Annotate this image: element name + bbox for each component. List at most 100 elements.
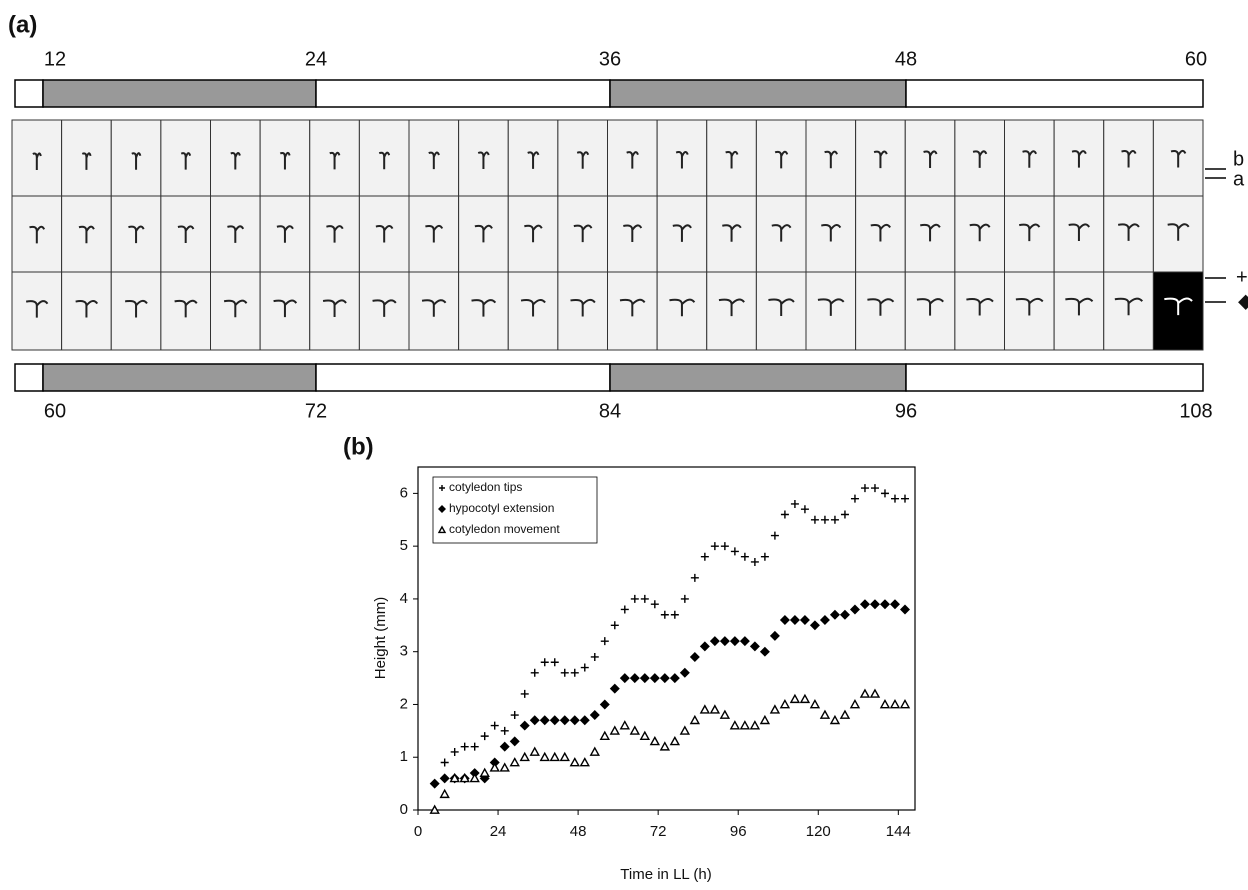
seedling: [725, 150, 739, 169]
legend: [432, 476, 598, 544]
photoperiod-bar: [905, 79, 1204, 108]
point: [730, 547, 739, 556]
seedling: [131, 152, 142, 170]
seedling: [774, 150, 789, 169]
point: [589, 746, 600, 756]
point: [819, 615, 830, 626]
point: [889, 599, 900, 610]
seedling: [623, 224, 643, 242]
point: [809, 699, 821, 709]
point: [670, 610, 679, 619]
seedling: [326, 225, 344, 243]
point: [559, 751, 570, 762]
seedling: [969, 223, 991, 242]
photoperiod-bar: [42, 363, 317, 392]
point: [750, 557, 759, 566]
point: [639, 673, 650, 684]
point: [710, 542, 719, 551]
point: [870, 484, 879, 493]
point: [779, 699, 791, 709]
seedling: [78, 225, 95, 244]
point: [900, 494, 909, 503]
photoperiod-bar: [14, 363, 44, 392]
photoperiod-bar: [609, 79, 907, 108]
point: [540, 658, 549, 667]
point: [880, 489, 889, 498]
point: [690, 573, 699, 582]
y-tick-label: 1: [400, 748, 408, 765]
seedling: [471, 299, 497, 317]
photoperiod-bar: [315, 79, 611, 108]
point: [569, 715, 580, 726]
seedling: [1167, 223, 1190, 241]
point: [440, 758, 449, 767]
point: [719, 709, 731, 719]
point: [549, 751, 560, 762]
point: [719, 636, 730, 647]
point: [539, 751, 550, 762]
point: [470, 742, 479, 751]
frame: [259, 195, 311, 273]
seedling: [527, 151, 540, 169]
seedling: [619, 298, 646, 317]
seedling: [675, 151, 689, 169]
seedling: [180, 152, 192, 170]
point: [739, 720, 751, 730]
point: [720, 542, 729, 551]
point: [769, 630, 780, 641]
point: [759, 646, 770, 657]
point: [459, 772, 470, 783]
seedling: [75, 300, 99, 318]
point: [560, 668, 569, 677]
point: [879, 699, 891, 709]
time-label: 48: [895, 48, 917, 70]
time-label: 108: [1179, 400, 1212, 422]
seedling: [722, 224, 742, 242]
point: [659, 673, 670, 684]
seedling: [916, 298, 944, 316]
point: [570, 668, 579, 677]
point: [510, 711, 519, 720]
point: [770, 531, 779, 540]
legend-symbol: [437, 525, 447, 534]
photoperiod-bar: [42, 79, 317, 108]
seedling: [1068, 223, 1091, 241]
point: [849, 604, 860, 615]
point: [860, 484, 869, 493]
point: [609, 683, 620, 694]
point: [579, 715, 590, 726]
point: [689, 714, 701, 725]
seedling: [1022, 150, 1038, 168]
point: [669, 735, 681, 746]
y-tick-label: 0: [400, 801, 408, 818]
photoperiod-bar: [609, 363, 907, 392]
point: [609, 725, 620, 735]
y-tick-label: 3: [400, 643, 408, 660]
point: [539, 715, 550, 726]
x-tick-label: 24: [490, 823, 507, 840]
point: [689, 651, 700, 662]
seedling: [322, 299, 347, 317]
point: [610, 621, 619, 630]
seedling: [626, 151, 639, 169]
seedling: [1015, 297, 1044, 316]
point: [600, 637, 609, 646]
y-tick-label: 2: [400, 695, 408, 712]
seedling: [124, 299, 148, 318]
x-tick-label: 144: [886, 823, 911, 840]
seedling: [923, 150, 938, 168]
point: [579, 757, 590, 767]
x-tick-label: 120: [806, 823, 831, 840]
seedling: [873, 150, 888, 169]
point: [679, 667, 690, 678]
seedling: [817, 298, 845, 316]
point: [749, 641, 760, 652]
seedling: [25, 300, 49, 318]
legend-label: hypocotyl extension: [449, 501, 554, 515]
seedling: [821, 224, 842, 242]
point: [650, 600, 659, 609]
point: [460, 742, 469, 751]
seedling: [1071, 150, 1087, 168]
seedling: [81, 152, 92, 170]
y-tick-label: 6: [400, 484, 408, 501]
